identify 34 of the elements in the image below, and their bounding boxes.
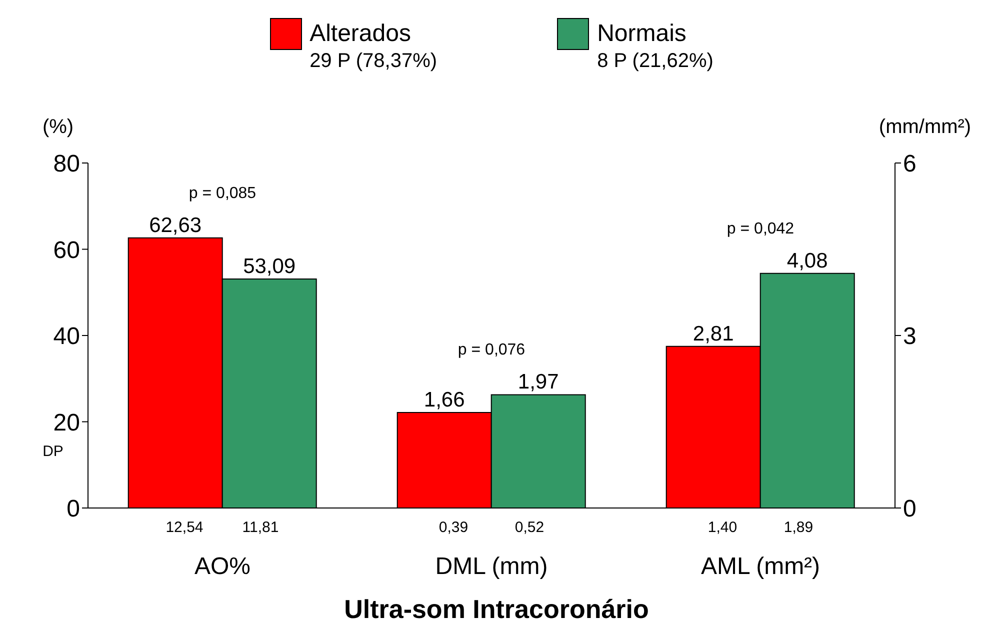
data-label: 53,09: [243, 255, 296, 278]
y-tick-label: 20: [53, 409, 80, 436]
annotation: p = 0,042: [726, 220, 794, 238]
text: 0,39: [438, 519, 468, 536]
data-label: 1,97: [518, 370, 559, 394]
y-tick-label: 80: [53, 150, 80, 178]
data-label: 1,66: [424, 388, 465, 412]
text: 8 P (21,62%): [597, 50, 714, 73]
y-tick-label: 40: [53, 323, 80, 350]
y2-tick-label: 0: [903, 496, 916, 523]
x-tick-label: DML (mm): [435, 553, 548, 580]
text: 0,52: [514, 519, 544, 536]
text: DP: [42, 443, 64, 460]
data-label: 2,81: [692, 322, 734, 346]
y2-tick-label: 6: [903, 150, 916, 178]
legend-label: Normais: [596, 19, 688, 49]
x-tick-label: AO%: [194, 553, 251, 580]
y-tick-label: 0: [66, 496, 80, 523]
text: 1,89: [784, 519, 814, 536]
text: 29 P (78,37%): [310, 50, 438, 73]
y2-tick-label: 3: [903, 323, 916, 350]
legend-label: Alterados: [308, 19, 412, 49]
annotation: p = 0,085: [188, 184, 256, 202]
text: 12,54: [166, 519, 204, 536]
data-label: 4,08: [786, 249, 828, 272]
y2-axis-title: (mm/mm²): [878, 116, 972, 138]
annotation: p = 0,076: [458, 342, 526, 359]
y-tick-label: 60: [53, 236, 80, 264]
x-axis-title: Ultra-som Intracoronário: [343, 594, 650, 625]
x-tick-label: AML (mm²): [700, 553, 820, 580]
y-axis-title: (%): [42, 116, 74, 138]
text: 1,40: [708, 519, 738, 536]
data-label: 62,63: [149, 214, 202, 237]
text: 11,81: [242, 519, 279, 536]
